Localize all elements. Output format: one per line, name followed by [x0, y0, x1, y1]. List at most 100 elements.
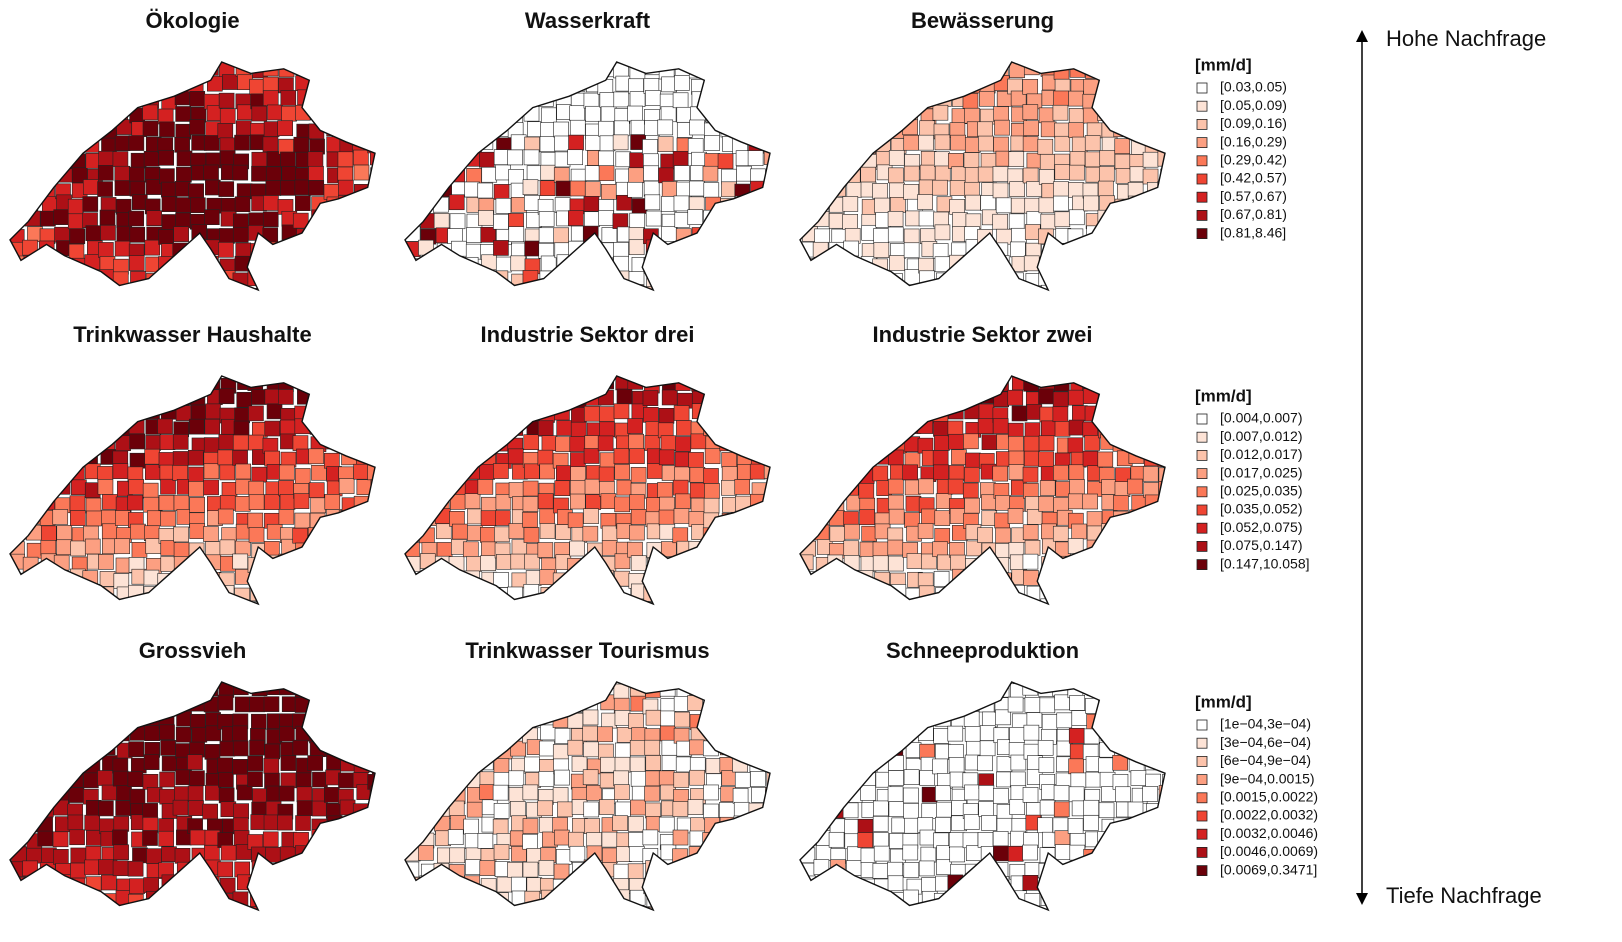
region [831, 922, 846, 937]
region [451, 137, 466, 152]
region [493, 464, 508, 479]
region [1023, 168, 1038, 183]
region [874, 120, 889, 135]
region [1143, 214, 1158, 229]
region [191, 405, 206, 420]
region [324, 453, 339, 468]
region [437, 302, 452, 317]
region [248, 435, 263, 450]
region [407, 405, 422, 420]
region [858, 833, 873, 848]
region [950, 555, 965, 570]
region [584, 742, 599, 757]
region [1173, 105, 1188, 120]
region [751, 199, 766, 214]
region [829, 906, 844, 921]
region [843, 214, 858, 229]
region [494, 759, 509, 774]
region [100, 713, 115, 728]
region [9, 270, 24, 285]
region [1008, 436, 1023, 451]
region [56, 466, 71, 481]
region [598, 891, 613, 906]
region [748, 151, 763, 166]
region [189, 419, 204, 434]
region [933, 421, 948, 436]
region [688, 617, 703, 632]
region [310, 419, 325, 434]
region [204, 438, 219, 453]
region [339, 77, 354, 92]
region [1144, 862, 1159, 877]
region [874, 243, 889, 258]
region [780, 498, 795, 513]
legend-label: [0.0032,0.0046) [1220, 825, 1318, 841]
region [767, 393, 782, 408]
region [981, 920, 996, 935]
region [508, 909, 523, 924]
region [218, 862, 233, 877]
region [527, 618, 542, 633]
region [906, 599, 921, 614]
region [920, 288, 935, 303]
region [158, 378, 173, 393]
region [480, 728, 495, 743]
region [102, 524, 117, 539]
region [1161, 524, 1176, 539]
region [1174, 680, 1189, 695]
region [40, 603, 55, 618]
region [387, 452, 402, 467]
region [83, 773, 98, 788]
region [175, 921, 190, 936]
region [876, 741, 891, 756]
region [629, 434, 644, 449]
region [481, 556, 496, 571]
region [38, 831, 53, 846]
region [250, 697, 265, 712]
region [919, 135, 934, 150]
region [965, 785, 980, 800]
region [1143, 466, 1158, 481]
region [1161, 169, 1176, 184]
region [24, 498, 39, 513]
region [658, 120, 673, 135]
region [144, 601, 159, 616]
region [645, 740, 660, 755]
region [721, 696, 736, 711]
region [1053, 105, 1068, 120]
region [675, 864, 690, 879]
region [736, 301, 751, 316]
region [554, 122, 569, 137]
map-title: Trinkwasser Tourismus [465, 638, 709, 663]
region [1132, 437, 1147, 452]
region [645, 195, 660, 210]
region [1129, 744, 1144, 759]
region [1131, 770, 1146, 785]
region [24, 135, 39, 150]
region [207, 600, 222, 615]
region [418, 289, 433, 304]
region [1039, 758, 1054, 773]
region [1161, 393, 1176, 408]
region [479, 420, 494, 435]
region [979, 785, 994, 800]
region [1040, 800, 1055, 815]
region [904, 135, 919, 150]
region [435, 108, 450, 123]
region [876, 303, 891, 318]
region [862, 405, 877, 420]
region [27, 61, 42, 76]
region [296, 816, 311, 831]
region [407, 801, 422, 816]
region [874, 75, 889, 90]
region [1038, 139, 1053, 154]
region [387, 922, 402, 937]
region [1176, 167, 1191, 182]
map-title: Trinkwasser Haushalte [73, 322, 311, 347]
region [309, 696, 324, 711]
region [38, 483, 53, 498]
region [963, 300, 978, 315]
region [889, 833, 904, 848]
region [525, 891, 540, 906]
region [735, 123, 750, 138]
